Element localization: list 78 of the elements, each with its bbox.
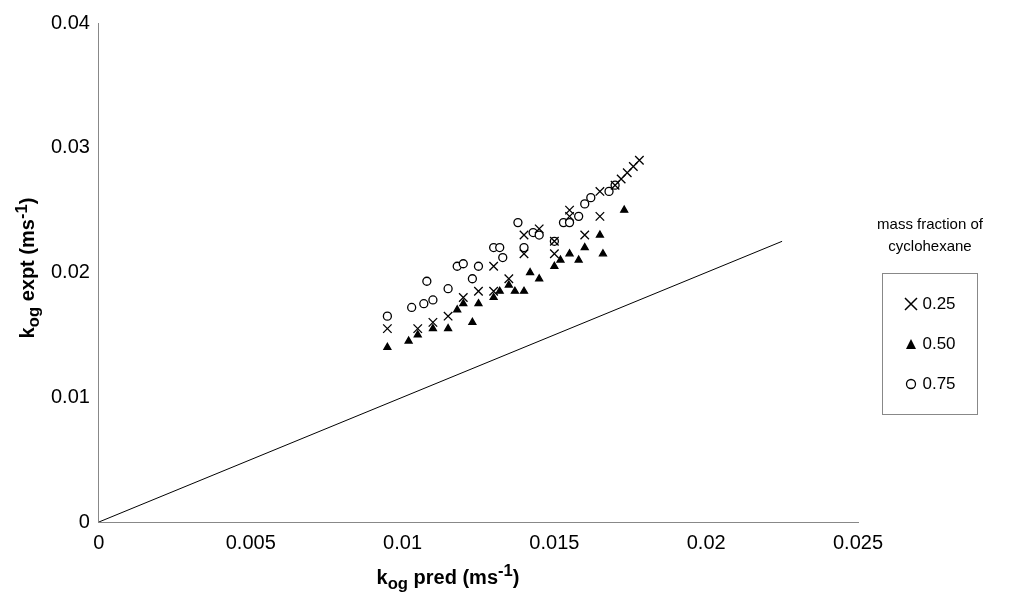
point <box>488 286 499 297</box>
point <box>495 286 504 294</box>
point <box>519 286 529 294</box>
point <box>565 249 574 257</box>
point <box>467 274 478 284</box>
y-tick-label: 0.02 <box>50 260 90 283</box>
y-tick-label: 0.03 <box>50 135 90 158</box>
x-tick-label: 0.025 <box>832 530 884 553</box>
x-tick-label: 0.01 <box>383 530 423 553</box>
point <box>503 273 514 284</box>
point <box>550 261 559 269</box>
legend-label: 0.25 <box>922 294 956 314</box>
point <box>574 211 584 222</box>
point <box>564 217 575 228</box>
point <box>383 342 392 350</box>
point <box>473 261 484 271</box>
point <box>622 167 633 178</box>
point <box>382 311 393 321</box>
point <box>413 330 422 338</box>
point <box>488 261 499 272</box>
point <box>628 161 639 172</box>
x-tick-label: 0.02 <box>686 530 726 553</box>
point <box>634 155 645 166</box>
point <box>620 205 629 213</box>
point <box>495 242 505 253</box>
point <box>468 317 477 326</box>
legend-title: mass fraction of cyclohexane <box>876 214 984 256</box>
point <box>574 255 583 263</box>
point <box>510 286 520 294</box>
point <box>474 299 483 307</box>
legend-label: 0.50 <box>922 334 956 354</box>
y-tick-label: 0 <box>78 509 90 532</box>
point <box>428 323 438 332</box>
point <box>428 317 438 328</box>
point <box>595 186 605 197</box>
point <box>404 336 413 344</box>
point <box>382 323 393 334</box>
point <box>443 284 453 294</box>
point <box>616 174 627 184</box>
x-tick-label: 0.005 <box>225 530 276 553</box>
point <box>412 323 423 334</box>
point <box>453 305 462 313</box>
point <box>459 299 468 307</box>
point <box>419 299 429 309</box>
point <box>428 295 438 305</box>
point <box>549 248 560 259</box>
point <box>525 267 535 276</box>
y-tick-label: 0.04 <box>50 10 90 33</box>
point <box>458 259 468 269</box>
y-tick-label: 0.01 <box>50 384 90 407</box>
point <box>422 276 432 286</box>
point <box>498 252 508 263</box>
x-axis-title: k$_{og}$ pred (ms$^{-1}$) <box>375 561 521 594</box>
point <box>595 211 605 222</box>
point <box>580 242 589 251</box>
point <box>519 248 529 259</box>
point <box>534 223 545 234</box>
x-tick-label: 0.015 <box>529 530 580 553</box>
point <box>473 286 484 297</box>
point <box>579 230 590 240</box>
legend-label: 0.75 <box>922 374 956 394</box>
point <box>604 186 614 197</box>
point <box>519 230 529 240</box>
point <box>504 280 513 288</box>
point <box>489 292 498 301</box>
point <box>595 230 605 238</box>
point <box>534 230 544 240</box>
point <box>513 217 523 228</box>
point <box>443 323 453 332</box>
point <box>598 249 608 257</box>
point <box>580 199 590 209</box>
point <box>535 274 544 282</box>
x-tick-label: 0 <box>93 530 105 553</box>
point <box>556 255 565 263</box>
point <box>443 311 453 322</box>
point <box>586 193 596 203</box>
point <box>407 302 417 313</box>
point <box>458 292 469 303</box>
